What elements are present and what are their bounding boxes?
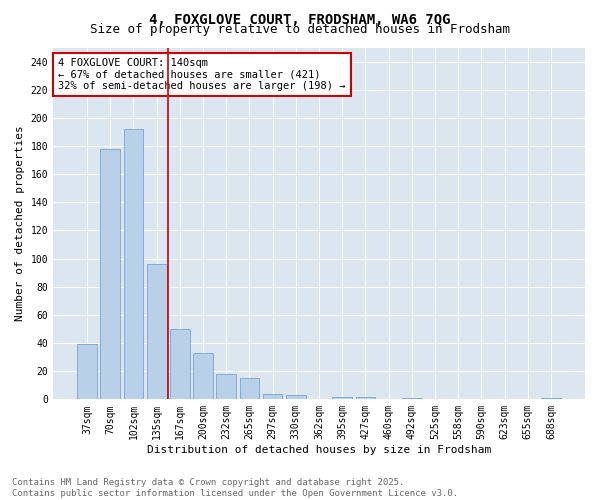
- Bar: [541, 398, 561, 400]
- Bar: [77, 344, 97, 400]
- Text: 4 FOXGLOVE COURT: 140sqm
← 67% of detached houses are smaller (421)
32% of semi-: 4 FOXGLOVE COURT: 140sqm ← 67% of detach…: [58, 58, 346, 92]
- Bar: [332, 396, 352, 400]
- Bar: [217, 374, 236, 400]
- Bar: [239, 378, 259, 400]
- Text: 4, FOXGLOVE COURT, FRODSHAM, WA6 7QG: 4, FOXGLOVE COURT, FRODSHAM, WA6 7QG: [149, 12, 451, 26]
- X-axis label: Distribution of detached houses by size in Frodsham: Distribution of detached houses by size …: [147, 445, 491, 455]
- Bar: [356, 396, 375, 400]
- Text: Contains HM Land Registry data © Crown copyright and database right 2025.
Contai: Contains HM Land Registry data © Crown c…: [12, 478, 458, 498]
- Bar: [193, 353, 213, 400]
- Bar: [402, 398, 422, 400]
- Bar: [147, 264, 167, 400]
- Bar: [286, 395, 305, 400]
- Text: Size of property relative to detached houses in Frodsham: Size of property relative to detached ho…: [90, 22, 510, 36]
- Y-axis label: Number of detached properties: Number of detached properties: [15, 126, 25, 322]
- Bar: [100, 149, 120, 400]
- Bar: [170, 329, 190, 400]
- Bar: [263, 394, 283, 400]
- Bar: [124, 129, 143, 400]
